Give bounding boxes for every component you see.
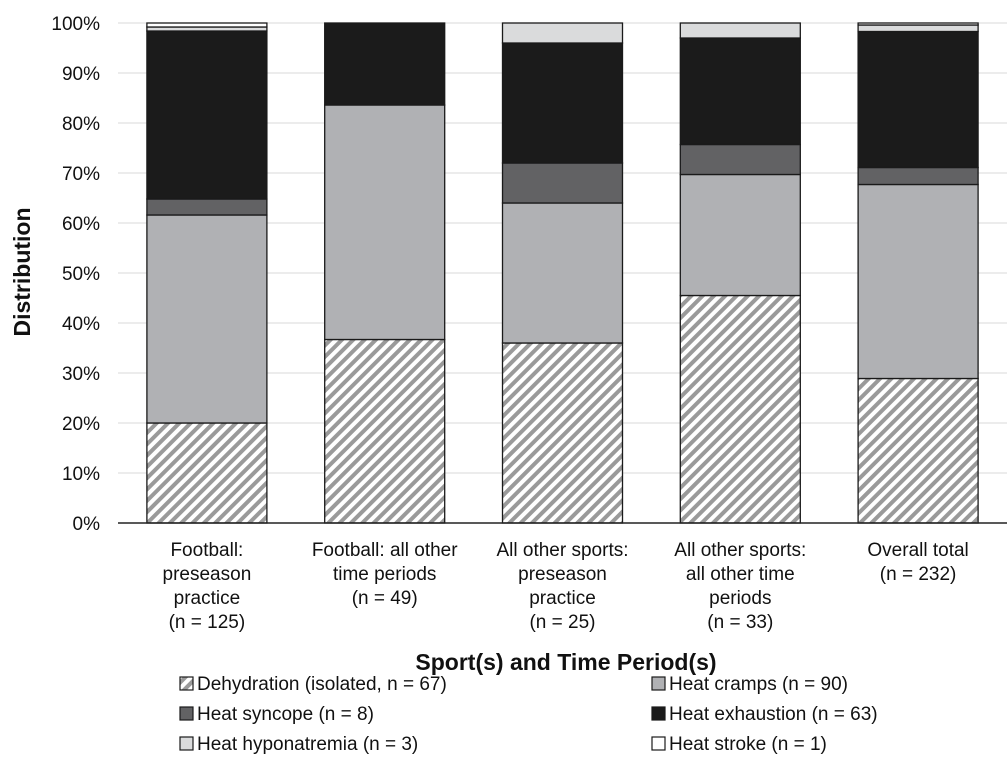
bar-segment xyxy=(857,377,979,524)
bar-segment xyxy=(146,30,268,200)
legend-label: Heat hyponatremia (n = 3) xyxy=(197,734,418,755)
bar-segment xyxy=(857,22,979,26)
legend-swatch xyxy=(651,676,666,691)
bar-segment xyxy=(857,166,979,186)
legend-swatch xyxy=(179,736,194,751)
bar-segment xyxy=(501,42,624,164)
bar-segment xyxy=(857,24,979,33)
category-label: Football: preseason practice (n = 125) xyxy=(163,540,252,633)
legend: Dehydration (isolated, n = 67) Heat cramp… xyxy=(179,674,878,755)
bar-segment xyxy=(501,22,624,44)
y-tick-label: 90% xyxy=(62,64,100,85)
legend-label: Heat syncope (n = 8) xyxy=(197,704,374,725)
bar-segment xyxy=(679,143,801,176)
y-tick-label: 100% xyxy=(51,14,100,35)
category-label: All other sports: preseason practice (n = 2… xyxy=(497,540,629,633)
bar-segment xyxy=(679,37,801,146)
bars xyxy=(146,22,979,524)
legend-swatch xyxy=(179,676,194,691)
bar-segment xyxy=(857,30,979,169)
legend-swatch xyxy=(651,736,666,751)
bar-segment xyxy=(679,294,801,524)
legend-swatch xyxy=(179,706,194,721)
x-axis-title: Sport(s) and Time Period(s) xyxy=(415,649,716,675)
category-labels: Football: preseason practice (n = 125) Footb… xyxy=(163,540,969,633)
legend-label: Heat stroke (n = 1) xyxy=(669,734,827,755)
y-tick-label: 70% xyxy=(62,164,100,185)
y-tick-label: 80% xyxy=(62,114,100,135)
y-tick-label: 50% xyxy=(62,264,100,285)
legend-swatch xyxy=(651,706,666,721)
y-tick-labels: 0% 10% 20% 30% 40% 50% 60% 70% 80% 90% 100% xyxy=(51,14,100,535)
category-label: All other sports: all other time periods (n… xyxy=(674,540,806,633)
legend-label: Heat exhaustion (n = 63) xyxy=(669,704,878,725)
bar-segment xyxy=(324,22,446,106)
category-label: Football: all other time periods (n = 49) xyxy=(312,540,458,609)
bar-segment xyxy=(679,173,801,297)
bar-segment xyxy=(146,422,268,524)
y-tick-label: 60% xyxy=(62,214,100,235)
y-tick-label: 10% xyxy=(62,464,100,485)
bar-segment xyxy=(146,22,268,28)
y-axis-title: Distribution xyxy=(9,207,35,336)
y-tick-label: 30% xyxy=(62,364,100,385)
y-tick-label: 40% xyxy=(62,314,100,335)
bar-segment xyxy=(146,198,268,216)
y-tick-label: 0% xyxy=(73,514,101,535)
y-tick-label: 20% xyxy=(62,414,100,435)
bar-segment xyxy=(501,162,624,204)
legend-label: Dehydration (isolated, n = 67) xyxy=(197,674,447,695)
bar-segment xyxy=(857,183,979,380)
bar-segment xyxy=(501,342,624,524)
bar-segment xyxy=(324,338,446,524)
category-label: Overall total (n = 232) xyxy=(867,540,968,585)
bar-segment xyxy=(679,22,801,39)
bar-segment xyxy=(146,214,268,424)
bar-segment xyxy=(501,202,624,344)
bar-segment xyxy=(324,104,446,341)
legend-label: Heat cramps (n = 90) xyxy=(669,674,848,695)
